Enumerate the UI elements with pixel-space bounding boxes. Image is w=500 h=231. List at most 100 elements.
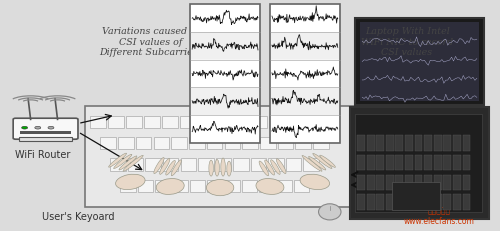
Bar <box>90 116 106 128</box>
Ellipse shape <box>308 157 326 170</box>
Bar <box>110 158 126 171</box>
Bar <box>268 158 284 171</box>
Bar <box>154 137 169 150</box>
Bar <box>100 137 116 150</box>
Bar <box>271 6 339 32</box>
Bar <box>128 158 144 171</box>
Ellipse shape <box>206 180 234 196</box>
Bar <box>144 116 160 128</box>
Bar <box>405 194 413 210</box>
Bar <box>278 137 293 150</box>
Bar <box>444 175 451 190</box>
Bar <box>414 194 422 210</box>
Bar <box>276 180 291 192</box>
Ellipse shape <box>300 174 330 190</box>
Bar <box>259 180 274 192</box>
Bar <box>172 180 188 192</box>
Bar <box>224 180 240 192</box>
Bar <box>414 136 422 151</box>
Bar <box>434 136 442 151</box>
Bar <box>189 137 204 150</box>
Ellipse shape <box>209 160 214 176</box>
Bar <box>367 194 374 210</box>
Bar <box>414 155 422 170</box>
Bar <box>386 155 394 170</box>
Bar <box>108 116 124 128</box>
Ellipse shape <box>215 160 220 176</box>
FancyBboxPatch shape <box>13 119 78 140</box>
Bar <box>260 137 276 150</box>
Bar <box>271 88 339 115</box>
Bar <box>434 194 442 210</box>
Ellipse shape <box>302 156 322 171</box>
Bar <box>305 116 321 128</box>
Bar <box>360 22 480 102</box>
Bar <box>180 158 196 171</box>
Ellipse shape <box>166 161 175 175</box>
Bar <box>376 155 384 170</box>
Bar <box>396 136 404 151</box>
Ellipse shape <box>119 156 137 170</box>
Bar <box>323 116 338 128</box>
Ellipse shape <box>123 156 143 171</box>
Bar <box>396 175 404 190</box>
Ellipse shape <box>320 155 336 168</box>
Bar <box>136 137 152 150</box>
Bar <box>18 138 72 141</box>
Circle shape <box>22 127 28 130</box>
Bar <box>376 136 384 151</box>
Bar <box>354 115 482 212</box>
Ellipse shape <box>313 154 332 169</box>
Bar <box>405 136 413 151</box>
Bar <box>163 158 178 171</box>
Ellipse shape <box>259 161 268 176</box>
Bar <box>138 180 153 192</box>
Bar <box>462 155 470 170</box>
Bar <box>180 116 196 128</box>
Ellipse shape <box>116 174 145 190</box>
Bar <box>191 6 259 32</box>
Circle shape <box>48 127 54 130</box>
Bar <box>251 158 266 171</box>
Bar <box>367 155 374 170</box>
Bar <box>207 180 222 192</box>
Bar <box>271 33 339 60</box>
Bar <box>462 194 470 210</box>
Bar <box>357 175 365 190</box>
Ellipse shape <box>270 160 280 175</box>
Bar <box>155 180 170 192</box>
Ellipse shape <box>221 158 226 176</box>
Ellipse shape <box>265 160 274 175</box>
Circle shape <box>35 127 41 130</box>
Bar <box>304 158 319 171</box>
Bar <box>234 116 249 128</box>
Bar <box>424 155 432 170</box>
Bar <box>86 106 354 207</box>
Bar <box>191 116 259 143</box>
Bar <box>191 61 259 88</box>
Text: Laptop With Intel
WiFi NIC to record
CSI values: Laptop With Intel WiFi NIC to record CSI… <box>361 27 453 57</box>
Ellipse shape <box>108 154 126 167</box>
Bar <box>357 194 365 210</box>
Bar <box>207 137 222 150</box>
Bar <box>120 180 136 192</box>
Bar <box>396 194 404 210</box>
Text: 电子发烧友
www.elecfans.com: 电子发烧友 www.elecfans.com <box>404 206 475 225</box>
Bar <box>414 175 422 190</box>
Bar <box>444 136 451 151</box>
Bar <box>444 155 451 170</box>
Bar <box>20 131 70 134</box>
Bar <box>287 116 303 128</box>
Bar <box>350 108 490 219</box>
Bar <box>191 33 259 60</box>
Bar <box>270 5 340 143</box>
Bar <box>357 136 365 151</box>
Bar <box>286 158 302 171</box>
Bar <box>396 155 404 170</box>
Ellipse shape <box>114 155 132 169</box>
Ellipse shape <box>256 179 284 195</box>
Bar <box>118 137 134 150</box>
Bar <box>216 158 231 171</box>
Bar <box>453 136 461 151</box>
Bar <box>367 175 374 190</box>
